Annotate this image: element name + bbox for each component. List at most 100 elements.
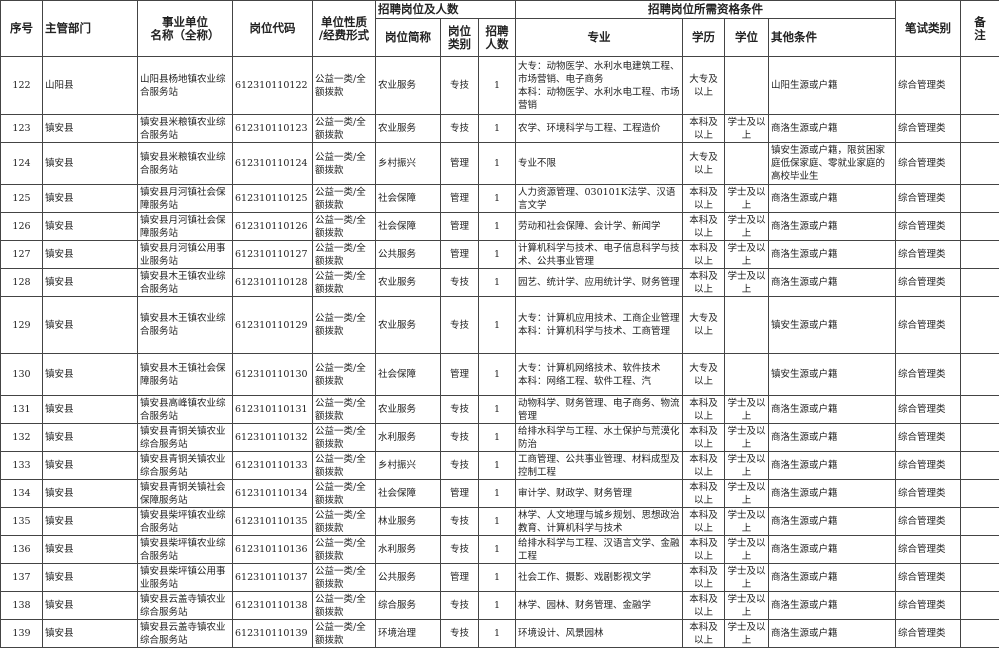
cell-major: 林学、园林、财务管理、金融学 (515, 591, 683, 620)
cell-exam: 综合管理类 (895, 142, 961, 185)
cell-education: 本科及以上 (682, 423, 725, 452)
cell-major: 给排水科学与工程、汉语言文学、金融工程 (515, 535, 683, 564)
cell-nature: 公益一类/全额拨款 (312, 479, 376, 508)
cell-code: 612310110136 (232, 535, 313, 564)
cell-unit: 镇安县云盖寺镇农业综合服务站 (137, 591, 233, 620)
cell-unit: 镇安县柴坪镇公用事业服务站 (137, 563, 233, 592)
cell-note (960, 619, 999, 648)
cell-nature: 公益一类/全额拨款 (312, 212, 376, 241)
cell-no: 132 (0, 423, 43, 452)
cell-degree: 学士及以上 (724, 240, 769, 269)
cell-dept: 镇安县 (42, 114, 138, 143)
cell-degree: 学士及以上 (724, 184, 769, 213)
cell-education: 本科及以上 (682, 507, 725, 536)
cell-major: 人力资源管理、030101K法学、汉语言文学 (515, 184, 683, 213)
cell-degree (724, 56, 769, 115)
cell-exam: 综合管理类 (895, 353, 961, 396)
cell-count: 1 (478, 507, 516, 536)
cell-education: 本科及以上 (682, 268, 725, 297)
cell-nature: 公益一类/全额拨款 (312, 353, 376, 396)
cell-degree: 学士及以上 (724, 212, 769, 241)
table-row: 133 镇安县 镇安县青铜关镇农业综合服务站 612310110133 公益一类/全额拨… (0, 451, 999, 480)
cell-post: 社会保障 (375, 184, 441, 213)
cell-code: 612310110122 (232, 56, 313, 115)
cell-category: 管理 (440, 184, 479, 213)
table-row: 129 镇安县 镇安县木王镇农业综合服务站 612310110129 公益一类/全额拨款… (0, 296, 999, 354)
cell-degree: 学士及以上 (724, 535, 769, 564)
cell-dept: 镇安县 (42, 591, 138, 620)
table-row: 137 镇安县 镇安县柴坪镇公用事业服务站 612310110137 公益一类/全额拨款… (0, 563, 999, 592)
cell-count: 1 (478, 142, 516, 185)
cell-education: 本科及以上 (682, 535, 725, 564)
cell-no: 124 (0, 142, 43, 185)
cell-education: 本科及以上 (682, 395, 725, 424)
cell-dept: 镇安县 (42, 535, 138, 564)
cell-exam: 综合管理类 (895, 268, 961, 297)
header-cell: 序号 (0, 0, 43, 57)
header-cell: 岗位简称 (375, 18, 441, 57)
cell-exam: 综合管理类 (895, 296, 961, 354)
cell-code: 612310110137 (232, 563, 313, 592)
cell-unit: 镇安县柴坪镇农业综合服务站 (137, 507, 233, 536)
cell-no: 130 (0, 353, 43, 396)
cell-no: 136 (0, 535, 43, 564)
table-row: 135 镇安县 镇安县柴坪镇农业综合服务站 612310110135 公益一类/全额拨款… (0, 507, 999, 536)
cell-dept: 镇安县 (42, 395, 138, 424)
cell-degree: 学士及以上 (724, 563, 769, 592)
cell-count: 1 (478, 563, 516, 592)
cell-nature: 公益一类/全额拨款 (312, 535, 376, 564)
cell-degree (724, 296, 769, 354)
cell-dept: 镇安县 (42, 296, 138, 354)
cell-no: 131 (0, 395, 43, 424)
cell-major: 给排水科学与工程、水土保护与荒漠化防治 (515, 423, 683, 452)
cell-post: 社会保障 (375, 212, 441, 241)
cell-education: 大专及以上 (682, 142, 725, 185)
cell-unit: 镇安县高峰镇农业综合服务站 (137, 395, 233, 424)
cell-code: 612310110133 (232, 451, 313, 480)
header-cell: 其他条件 (768, 18, 896, 57)
cell-education: 本科及以上 (682, 451, 725, 480)
cell-other: 商洛生源或户籍 (768, 395, 896, 424)
cell-category: 管理 (440, 353, 479, 396)
cell-count: 1 (478, 353, 516, 396)
cell-other: 镇安生源或户籍，限贫困家庭低保家庭、零就业家庭的高校毕业生 (768, 142, 896, 185)
cell-category: 专技 (440, 423, 479, 452)
header-cell: 岗位代码 (232, 0, 313, 57)
cell-degree (724, 142, 769, 185)
cell-unit: 镇安县木王镇农业综合服务站 (137, 296, 233, 354)
cell-exam: 综合管理类 (895, 451, 961, 480)
cell-code: 612310110129 (232, 296, 313, 354)
cell-no: 139 (0, 619, 43, 648)
cell-degree: 学士及以上 (724, 619, 769, 648)
header-cell: 岗位 类别 (440, 18, 479, 57)
cell-degree (724, 353, 769, 396)
cell-dept: 镇安县 (42, 212, 138, 241)
cell-unit: 镇安县木王镇农业综合服务站 (137, 268, 233, 297)
cell-note (960, 296, 999, 354)
cell-count: 1 (478, 591, 516, 620)
cell-unit: 镇安县柴坪镇农业综合服务站 (137, 535, 233, 564)
cell-category: 管理 (440, 240, 479, 269)
cell-note (960, 535, 999, 564)
cell-unit: 镇安县青铜关镇农业综合服务站 (137, 423, 233, 452)
cell-nature: 公益一类/全额拨款 (312, 240, 376, 269)
table-row: 131 镇安县 镇安县高峰镇农业综合服务站 612310110131 公益一类/全额拨款… (0, 395, 999, 424)
cell-other: 商洛生源或户籍 (768, 212, 896, 241)
cell-exam: 综合管理类 (895, 535, 961, 564)
cell-other: 商洛生源或户籍 (768, 479, 896, 508)
cell-major: 工商管理、公共事业管理、材料成型及控制工程 (515, 451, 683, 480)
cell-unit: 镇安县米粮镇农业综合服务站 (137, 142, 233, 185)
cell-note (960, 395, 999, 424)
cell-nature: 公益一类/全额拨款 (312, 619, 376, 648)
header-cell: 学位 (724, 18, 769, 57)
cell-nature: 公益一类/全额拨款 (312, 395, 376, 424)
cell-nature: 公益一类/全额拨款 (312, 451, 376, 480)
cell-no: 126 (0, 212, 43, 241)
cell-dept: 镇安县 (42, 563, 138, 592)
cell-code: 612310110126 (232, 212, 313, 241)
table-row: 136 镇安县 镇安县柴坪镇农业综合服务站 612310110136 公益一类/全额拨款… (0, 535, 999, 564)
table-row: 126 镇安县 镇安县月河镇社会保障服务站 612310110126 公益一类/全额拨款… (0, 212, 999, 241)
cell-code: 612310110131 (232, 395, 313, 424)
table-row: 139 镇安县 镇安县云盖寺镇农业综合服务站 612310110139 公益一类/全额拨… (0, 619, 999, 648)
